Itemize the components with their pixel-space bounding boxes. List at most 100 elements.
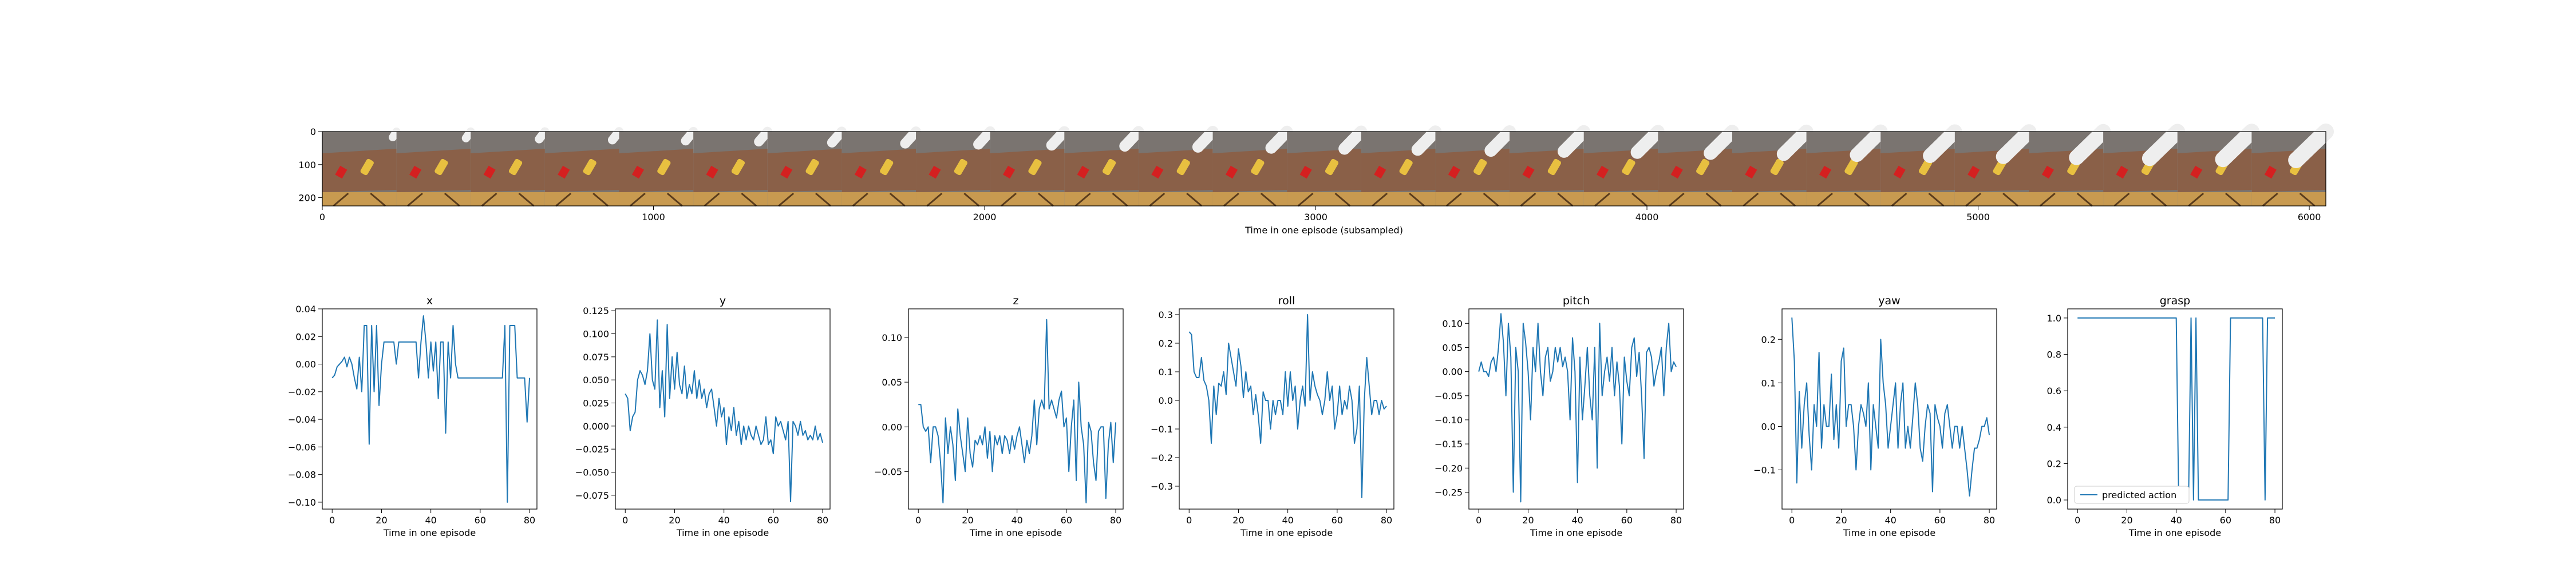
frame-table-leg [2262,192,2278,207]
frame-robot-arm [1484,125,1516,157]
frame-table-leg [2039,192,2056,207]
plot-pitch: 0 20 40 60 80 −0.25 −0.20 −0.15 −0.10 −0.05 0.00 0.… [1435,295,1684,538]
y-tick-label: 0.05 [1442,342,1463,353]
frame-table-leg [889,192,906,207]
frame-table-edge [1583,192,1658,206]
y-tick-label: 0.8 [2047,349,2061,360]
frame-tabletop [1732,149,1807,192]
y-tick-label: −0.20 [1435,463,1463,474]
frame-yellow-object [731,158,745,176]
frame-red-object [1893,165,1906,179]
frame-robot-arm [1704,125,1739,160]
frame-red-object [335,165,347,179]
frame-red-object [409,165,422,179]
plot-frame [1781,308,1997,510]
frame-tabletop [1658,149,1732,192]
frame-table-leg [1372,192,1388,207]
frame-table-leg [444,192,460,207]
frame-table-edge [1361,192,1436,206]
frame-tabletop [1435,149,1510,192]
frame-table-edge [1732,192,1807,206]
plot-frame [908,308,1124,510]
frame-table-leg [926,192,943,207]
legend-label: predicted action [2102,490,2176,500]
frame-table-leg [2076,192,2093,207]
frame-table-leg [1965,192,1982,207]
frame-table-edge [1954,192,2029,206]
frame-red-object [2190,165,2203,179]
y-tick-label: 0.0 [1159,395,1173,406]
plot-y: 0 20 40 60 80 −0.075 −0.050 −0.025 0.000 0.025 0.0… [575,295,831,538]
frame-yellow-object [1251,158,1265,176]
plot-background [615,309,830,509]
frame-table-edge [471,192,545,206]
frame-robot-arm [681,126,698,146]
x-tick-label: 60 [1934,515,1946,526]
frame-yellow-object [805,158,819,176]
y-tick-label: 0.05 [882,377,902,388]
frame-table-edge [1435,192,1510,206]
y-tick-label: 0.100 [583,329,609,340]
frame-red-object [1151,165,1164,179]
x-axis-label: Time in one episode [2128,527,2221,538]
frame-yellow-object [1844,158,1858,176]
x-tick-label: 40 [1282,515,1293,526]
filmstrip-frame [1954,124,2037,207]
frame-table-leg [1631,192,1647,207]
frame-tabletop [1138,149,1213,192]
action-plot-panels: 0 20 40 60 80−0.10−0.08−0.06−0.04−0.020.000.… [288,295,2283,538]
frame-table-edge [841,192,916,206]
x-axis-label: Time in one episode [1843,527,1935,538]
y-tick-label: 1.0 [2047,313,2061,324]
x-axis-label: Time in one episode [1240,527,1333,538]
frame-red-object [1299,165,1312,179]
frame-table-leg [555,192,572,207]
frame-red-object [854,165,867,179]
y-tick-label: −0.10 [288,497,316,508]
frame-red-object [2041,165,2054,179]
plot-title: z [1013,295,1019,307]
y-tick-label: −0.04 [288,414,316,425]
frame-table-edge [1806,192,1881,206]
y-tick-label: 0.0 [1761,421,1776,432]
x-tick-label: 0 [1789,515,1795,526]
frame-table-edge [2103,192,2178,206]
filmstrip-x-axis-label: Time in one episode (subsampled) [1244,225,1403,236]
frame-robot-arm [389,128,401,141]
x-tick-label: 0 [1476,515,1481,526]
frame-table-edge [396,192,471,206]
frame-table-edge [1510,192,1584,206]
frame-yellow-object [360,158,374,176]
y-tick-label: −0.2 [1151,452,1173,463]
frame-table-edge [1212,192,1287,206]
x-tick-label: 80 [1984,515,1995,526]
frame-yellow-object [1325,158,1339,176]
frame-table-leg [1743,192,1759,207]
frame-tabletop [1064,149,1139,192]
plot-frame [322,308,538,510]
frame-table-leg [1409,192,1425,207]
x-axis-label: Time in one episode [383,527,476,538]
x-tick-label: 20 [962,515,973,526]
plot-z: 0 20 40 60 80 −0.05 0.00 0.05 0.10 z Time in one e… [874,295,1124,538]
y-tick-label: 0.3 [1159,309,1173,320]
filmstrip-frame [1064,126,1144,207]
frame-table-leg [1854,192,1870,207]
frame-tabletop [2177,149,2252,192]
y-tick-label: −0.050 [575,467,609,478]
frame-tabletop [767,149,842,192]
legend: predicted action [2074,486,2190,504]
y-tick-label: 0.00 [1442,367,1463,378]
y-tick-label: −0.075 [575,490,609,501]
series-line [331,315,531,503]
frame-robot-arm [900,126,921,149]
frame-tabletop [841,149,916,192]
filmstrip-x-tick-label: 3000 [1304,212,1327,223]
x-axis-label: Time in one episode [969,527,1062,538]
filmstrip-x-tick-label: 1000 [642,212,665,223]
frame-table-leg [704,192,720,207]
plot-title: grasp [2160,295,2190,307]
y-tick-label: 0.00 [295,359,316,370]
plot-frame [1468,308,1684,510]
frame-red-object [929,165,941,179]
